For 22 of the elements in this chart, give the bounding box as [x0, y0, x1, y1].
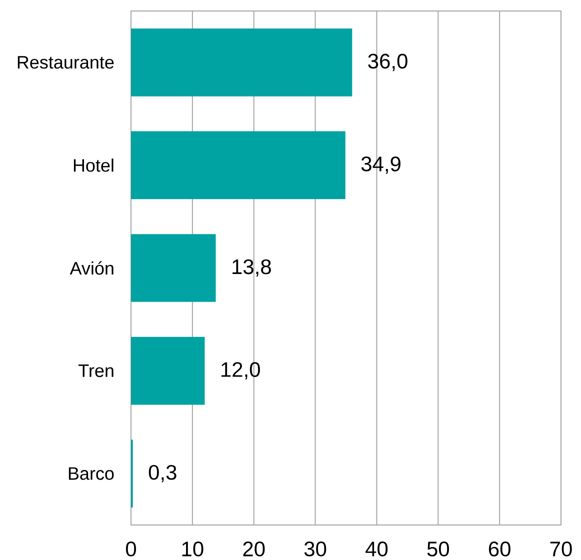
x-tick-label: 50	[427, 542, 449, 556]
x-tick-label: 60	[488, 542, 510, 556]
bar	[131, 336, 205, 405]
bar	[131, 234, 216, 302]
x-tick-label: 0	[126, 542, 136, 556]
bar	[131, 28, 352, 96]
x-tick-label: 10	[182, 542, 204, 556]
x-tick-label: 20	[243, 542, 265, 556]
data-label: 34,9	[361, 156, 400, 174]
data-label: 0,3	[148, 464, 176, 482]
y-tick-label: Barco	[68, 467, 114, 480]
x-tick-label: 30	[304, 542, 326, 556]
bar	[131, 131, 346, 200]
y-tick-label: Avión	[70, 261, 114, 275]
data-label: 13,8	[232, 259, 271, 277]
x-tick-label: 40	[366, 542, 388, 556]
y-tick-label: Tren	[78, 364, 114, 378]
y-tick-label: Restaurante	[18, 56, 114, 69]
data-label: 12,0	[222, 362, 260, 380]
data-label: 36,0	[368, 54, 408, 72]
y-tick-label: Hotel	[74, 158, 114, 172]
x-tick-label: 70	[550, 542, 572, 556]
